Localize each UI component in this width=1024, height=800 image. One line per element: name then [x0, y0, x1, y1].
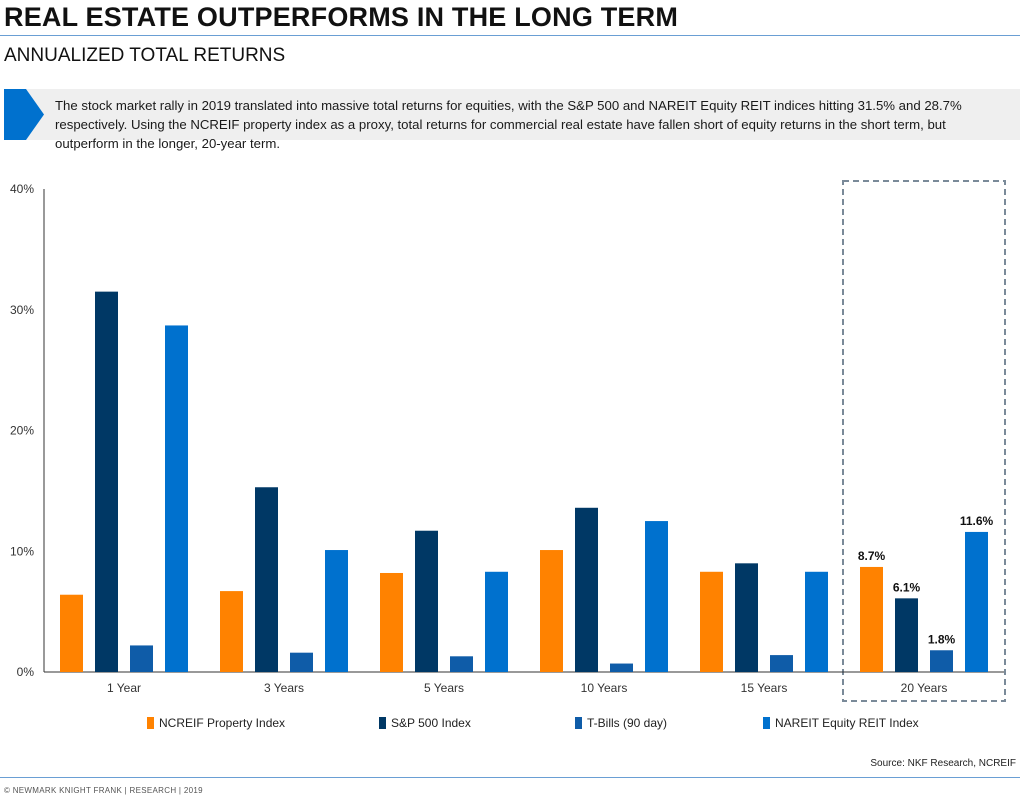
data-label: 6.1% [893, 580, 921, 594]
bar-nareit-equity-reit-index-5-years [485, 571, 508, 672]
bar-s-p-500-index-3-years [255, 487, 278, 672]
callout-text: The stock market rally in 2019 translate… [55, 98, 962, 151]
source-note: Source: NKF Research, NCREIF [870, 758, 1016, 769]
returns-bar-chart: 0% 10% 20% 30% 40% 1 Year 3 Years 5 Years 10 Yea… [10, 180, 1006, 702]
legend-swatch [147, 717, 154, 729]
legend-label: NCREIF Property Index [159, 716, 286, 730]
y-tick-label: 0% [17, 665, 35, 679]
summary-callout: The stock market rally in 2019 translate… [4, 89, 1020, 151]
bar-t-bills-90-day--20-years [930, 650, 953, 672]
legend-item: S&P 500 Index [379, 716, 471, 730]
data-label: 8.7% [858, 549, 886, 563]
bar-nareit-equity-reit-index-15-years [805, 571, 828, 672]
bar-nareit-equity-reit-index-20-years [965, 531, 988, 672]
y-tick-label: 40% [10, 182, 34, 196]
bar-nareit-equity-reit-index-1-year [165, 325, 188, 672]
bar-nareit-equity-reit-index-10-years [645, 521, 668, 672]
y-tick-label: 30% [10, 303, 34, 317]
legend-swatch [379, 717, 386, 729]
footer-divider [0, 777, 1020, 778]
data-label: 1.8% [928, 632, 956, 646]
x-tick-label: 20 Years [901, 681, 948, 695]
legend-label: NAREIT Equity REIT Index [775, 716, 919, 730]
legend-label: S&P 500 Index [391, 716, 471, 730]
legend-swatch [763, 717, 770, 729]
bar-ncreif-property-index-20-years [860, 566, 883, 672]
bar-ncreif-property-index-3-years [220, 591, 243, 672]
bar-s-p-500-index-1-year [95, 291, 118, 672]
x-tick-label: 5 Years [424, 681, 464, 695]
title-divider [0, 35, 1020, 36]
page-subtitle: ANNUALIZED TOTAL RETURNS [4, 45, 286, 66]
chart-legend: NCREIF Property Index S&P 500 Index T-Bill… [147, 716, 947, 734]
bar-s-p-500-index-15-years [735, 563, 758, 672]
legend-item: T-Bills (90 day) [575, 716, 667, 730]
bar-t-bills-90-day--1-year [130, 645, 153, 672]
y-tick-label: 20% [10, 424, 34, 438]
x-tick-label: 10 Years [581, 681, 628, 695]
legend-swatch [575, 717, 582, 729]
bar-t-bills-90-day--10-years [610, 663, 633, 672]
bar-ncreif-property-index-10-years [540, 550, 563, 672]
bar-t-bills-90-day--3-years [290, 652, 313, 672]
data-label: 11.6% [960, 514, 994, 528]
x-tick-label: 15 Years [741, 681, 788, 695]
callout-arrow-icon [4, 89, 44, 140]
bar-nareit-equity-reit-index-3-years [325, 550, 348, 672]
highlight-box-20-years [842, 180, 1006, 702]
legend-item: NCREIF Property Index [147, 716, 285, 730]
page-title: REAL ESTATE OUTPERFORMS IN THE LONG TERM [4, 2, 679, 32]
y-tick-label: 10% [10, 544, 34, 558]
x-tick-label: 3 Years [264, 681, 304, 695]
bar-ncreif-property-index-5-years [380, 572, 403, 672]
bar-ncreif-property-index-15-years [700, 571, 723, 672]
bar-t-bills-90-day--5-years [450, 656, 473, 672]
legend-item: NAREIT Equity REIT Index [763, 716, 919, 730]
legend-label: T-Bills (90 day) [587, 716, 668, 730]
footer-text: © NEWMARK KNIGHT FRANK | RESEARCH | 2019 [4, 786, 203, 795]
bar-s-p-500-index-10-years [575, 507, 598, 672]
x-tick-label: 1 Year [107, 681, 141, 695]
bar-s-p-500-index-20-years [895, 598, 918, 672]
bar-ncreif-property-index-1-year [60, 594, 83, 672]
bar-t-bills-90-day--15-years [770, 655, 793, 672]
bar-s-p-500-index-5-years [415, 530, 438, 672]
